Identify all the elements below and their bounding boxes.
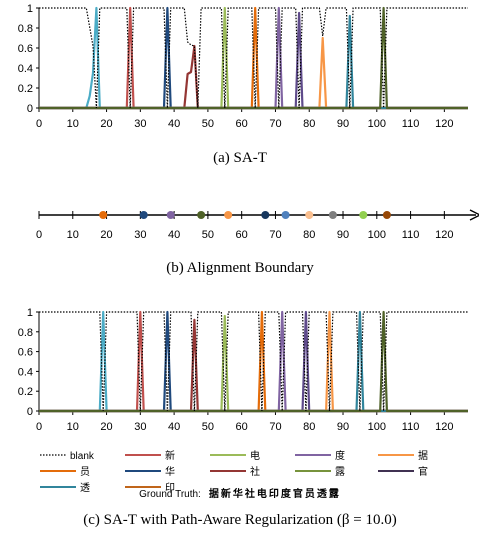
x-tick-label: 100 [368,421,386,433]
x-tick-label: 50 [202,421,214,433]
chart-a: 00.20.40.60.810 10 20 30 40 50 60 70 80 90 100 110 1… [18,3,468,130]
y-tick-label: 1 [27,307,33,319]
x-tick-label: 90 [337,421,349,433]
x-tick-label: 90 [337,229,349,241]
ground-truth-label: Ground Truth: [139,489,201,500]
y-tick-label: 0.6 [18,347,33,359]
x-tick-label: 10 [67,229,79,241]
boundary-point-0 [99,211,108,219]
boundary-point-7 [305,211,314,219]
caption-b: (b) Alignment Boundary [166,260,314,276]
x-tick-label: 30 [134,421,146,433]
x-tick-label: 0 [36,229,42,241]
x-tick-label: 30 [134,229,146,241]
x-tick-label: 70 [269,421,281,433]
legend-label-0: blank [70,451,95,462]
boundary-arrow-head [469,209,479,221]
boundary-point-9 [359,211,368,219]
boundary-point-6 [281,211,290,219]
y-tick-label: 0.8 [18,327,33,339]
x-tick-label: 40 [168,118,180,130]
y-tick-label: 0.2 [18,386,33,398]
y-tick-label: 0.2 [18,83,33,95]
boundary-point-2 [166,211,175,219]
blank-series-line [39,311,468,412]
x-tick-label: 120 [435,118,453,130]
x-tick-label: 100 [368,229,386,241]
x-tick-label: 0 [36,421,42,433]
y-tick-label: 0 [27,103,33,115]
legend-c: blank 新 电 度 据员 华 社 露 官透 印 [40,449,428,494]
x-tick-label: 10 [67,118,79,130]
legend-label-6: 华 [165,465,175,478]
caption-c: (c) SA-T with Path-Aware Regularization … [83,512,397,528]
x-tick-label: 110 [402,229,420,241]
legend-label-7: 社 [250,465,260,478]
y-tick-label: 0.4 [18,63,33,75]
chart-c: 00.20.40.60.810 10 20 30 40 50 60 70 80 90 100 110 1… [18,307,468,433]
x-tick-label: 20 [100,229,112,241]
series-line-10 [39,310,468,413]
ground-truth-line: Ground Truth: 据新华社电印度官员透露 [139,484,341,501]
x-tick-label: 20 [100,421,112,433]
x-tick-label: 60 [236,118,248,130]
legend-label-9: 官 [418,465,428,478]
blank-series-line [39,7,468,109]
x-tick-label: 90 [337,118,349,130]
boundary-point-8 [328,211,337,219]
legend-label-2: 电 [250,449,260,462]
x-tick-label: 120 [435,421,453,433]
y-tick-label: 0.8 [18,23,33,35]
legend-label-1: 新 [165,449,175,462]
boundary-point-5 [261,211,270,219]
series-line-5 [39,6,468,110]
x-tick-label: 80 [303,421,315,433]
x-tick-label: 60 [236,421,248,433]
x-tick-label: 40 [168,421,180,433]
legend-label-11: 印 [165,482,175,494]
boundary-point-10 [382,211,391,219]
legend-label-8: 露 [335,466,345,478]
x-tick-label: 80 [303,229,315,241]
y-tick-label: 1 [27,3,33,15]
x-tick-label: 60 [236,229,248,241]
legend-label-5: 员 [80,466,90,478]
boundary-point-1 [139,211,148,219]
legend-label-4: 据 [418,449,428,462]
x-tick-label: 50 [202,118,214,130]
y-tick-label: 0.6 [18,43,33,55]
x-tick-label: 120 [435,229,453,241]
chart-b: 0 10 20 30 40 50 60 70 80 90 100 110 120 [36,209,479,241]
x-tick-label: 0 [36,118,42,130]
x-tick-label: 50 [202,229,214,241]
x-tick-label: 110 [402,421,420,433]
x-tick-label: 80 [303,118,315,130]
x-tick-label: 10 [67,421,79,433]
x-tick-label: 20 [100,118,112,130]
x-tick-label: 70 [269,229,281,241]
boundary-point-4 [224,211,233,219]
caption-a: (a) SA-T [213,150,267,166]
x-tick-label: 70 [269,118,281,130]
boundary-point-3 [197,211,206,219]
legend-label-10: 透 [80,482,90,494]
series-line-10 [39,6,468,110]
ground-truth-text: 据新华社电印度官员透露 [209,487,341,500]
x-tick-label: 30 [134,118,146,130]
legend-label-3: 度 [335,449,345,462]
x-tick-label: 40 [168,229,180,241]
y-tick-label: 0 [27,406,33,418]
y-tick-label: 0.4 [18,366,33,378]
x-tick-label: 110 [402,118,420,130]
x-tick-label: 100 [368,118,386,130]
